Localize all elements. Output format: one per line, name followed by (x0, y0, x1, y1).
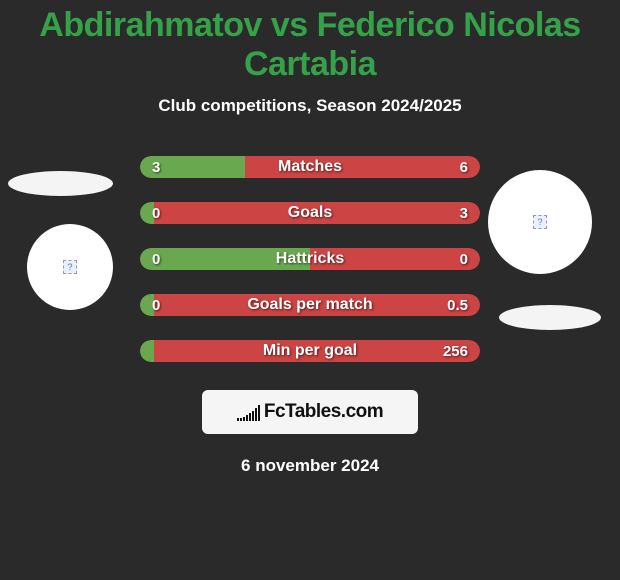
comparison-area: ? ? 3 6 Matches 0 3 Goals 0 0 Hattricks 0 0.5 Goals… (0, 156, 620, 362)
placeholder-icon: ? (63, 260, 77, 274)
placeholder-icon: ? (533, 215, 547, 229)
bar-left-value: 0 (152, 251, 160, 268)
bar-left-value: 0 (152, 297, 160, 314)
logo-bars-icon (237, 403, 260, 421)
bar-label: Min per goal (263, 342, 357, 360)
fctables-logo: FcTables.com (202, 390, 418, 434)
bar-right-value: 0 (460, 251, 468, 268)
date-text: 6 november 2024 (0, 456, 620, 476)
stat-bar-row: 0 0.5 Goals per match (140, 294, 480, 316)
bar-left-value: 3 (152, 159, 160, 176)
bar-right-value: 3 (460, 205, 468, 222)
page-title: Abdirahmatov vs Federico Nicolas Cartabi… (0, 0, 620, 84)
stat-bar-row: 0 3 Goals (140, 202, 480, 224)
bar-right-value: 6 (460, 159, 468, 176)
bar-label: Matches (278, 158, 342, 176)
bar-label: Hattricks (276, 250, 344, 268)
stat-bar-row: 3 6 Matches (140, 156, 480, 178)
left-shadow-ellipse (8, 171, 113, 196)
bar-label: Goals per match (247, 296, 372, 314)
left-player-avatar: ? (27, 224, 113, 310)
bar-right-value: 256 (443, 343, 468, 360)
bar-right-value: 0.5 (447, 297, 468, 314)
stat-bar-row: 256 Min per goal (140, 340, 480, 362)
bar-left-value: 0 (152, 205, 160, 222)
subtitle: Club competitions, Season 2024/2025 (0, 96, 620, 116)
bar-left-segment (140, 340, 154, 362)
logo-text: FcTables.com (264, 401, 383, 423)
stat-bars: 3 6 Matches 0 3 Goals 0 0 Hattricks 0 0.5 Goals per… (140, 156, 480, 362)
right-shadow-ellipse (499, 305, 601, 330)
bar-label: Goals (288, 204, 332, 222)
right-player-avatar: ? (488, 170, 592, 274)
stat-bar-row: 0 0 Hattricks (140, 248, 480, 270)
